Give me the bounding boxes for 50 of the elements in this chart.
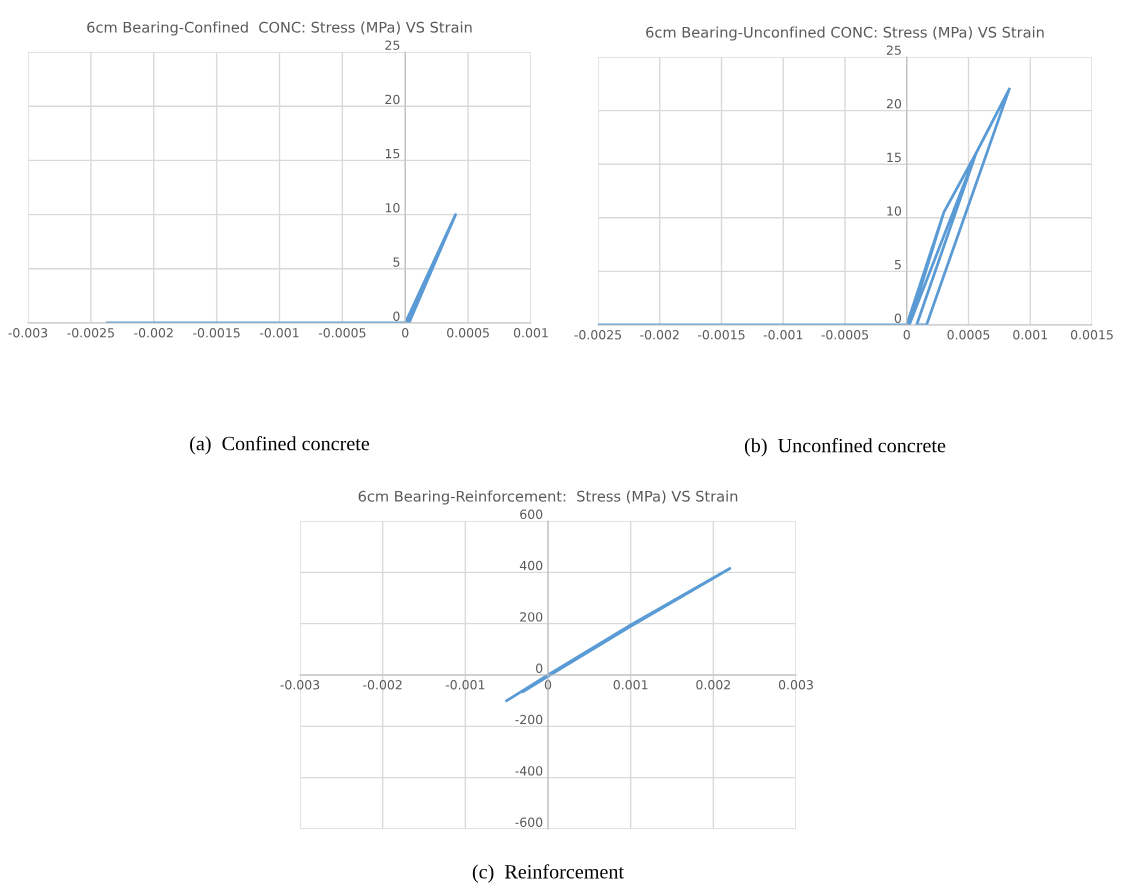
- x-tick-label: -0.002: [134, 328, 173, 338]
- y-tick-label: 15: [887, 152, 901, 163]
- x-tick-label: 0.001: [513, 328, 548, 338]
- y-tick-label: 10: [385, 203, 400, 213]
- y-tick-label: 0: [536, 663, 543, 673]
- x-tick-label: -0.003: [8, 328, 48, 338]
- y-tick-label: 10: [887, 206, 902, 216]
- y-tick-label: 25: [385, 40, 400, 50]
- text: (a) Confined concrete: [190, 435, 370, 455]
- x-tick-label: 0.002: [696, 680, 730, 690]
- y-tick-label: 0: [393, 311, 400, 321]
- x-tick-label: -0.001: [259, 328, 299, 338]
- x-tick-label: -0.0025: [67, 328, 114, 338]
- chart-title: 6cm Bearing-Confined CONC: Stress (MPa) VS Strain: [87, 21, 472, 36]
- y-tick-label: 200: [520, 612, 543, 622]
- x-tick-label: -0.001: [445, 680, 485, 690]
- x-tick-label: 0: [402, 328, 409, 338]
- y-tick-label: 20: [385, 94, 400, 105]
- x-tick-label: 0: [903, 330, 910, 340]
- x-tick-label: 0.0005: [947, 330, 990, 340]
- x-tick-label: 0.0005: [447, 328, 489, 338]
- x-tick-label: 0.003: [778, 680, 813, 690]
- chart-title: 6cm Bearing-Unconfined CONC: Stress (MPa) VS Strain: [646, 26, 1044, 41]
- x-tick-label: -0.0025: [574, 330, 622, 340]
- x-tick-label: 0.001: [1013, 330, 1047, 340]
- y-tick-label: 20: [886, 99, 902, 109]
- chart-title: 6cm Bearing-Reinforcement: Stress (MPa) VS Strain: [358, 490, 738, 505]
- x-tick-label: -0.002: [363, 680, 402, 690]
- x-tick-label: -0.0015: [193, 328, 240, 338]
- x-tick-label: -0.0005: [318, 328, 366, 338]
- y-tick-label: -600: [515, 817, 543, 827]
- text: (b) Unconfined concrete: [744, 437, 946, 457]
- y-tick-label: 5: [894, 260, 901, 270]
- y-tick-label: 5: [393, 257, 400, 267]
- y-tick-label: -200: [515, 714, 543, 725]
- x-tick-label: -0.001: [763, 330, 803, 340]
- y-tick-label: 0: [894, 313, 902, 323]
- y-tick-label: 15: [385, 149, 400, 159]
- x-tick-label: -0.0015: [697, 330, 745, 340]
- x-tick-label: -0.0005: [821, 330, 869, 340]
- y-tick-label: 600: [520, 509, 543, 519]
- x-tick-label: 0.0015: [1070, 330, 1113, 340]
- x-tick-label: -0.003: [280, 680, 320, 690]
- y-tick-label: 25: [886, 45, 901, 55]
- y-tick-label: 400: [519, 560, 543, 571]
- x-tick-label: 0.001: [613, 680, 648, 690]
- y-tick-label: -400: [515, 766, 543, 776]
- text: (c) Reinforcement: [472, 864, 624, 883]
- x-tick-label: 0: [544, 680, 552, 690]
- x-tick-label: -0.002: [640, 330, 679, 340]
